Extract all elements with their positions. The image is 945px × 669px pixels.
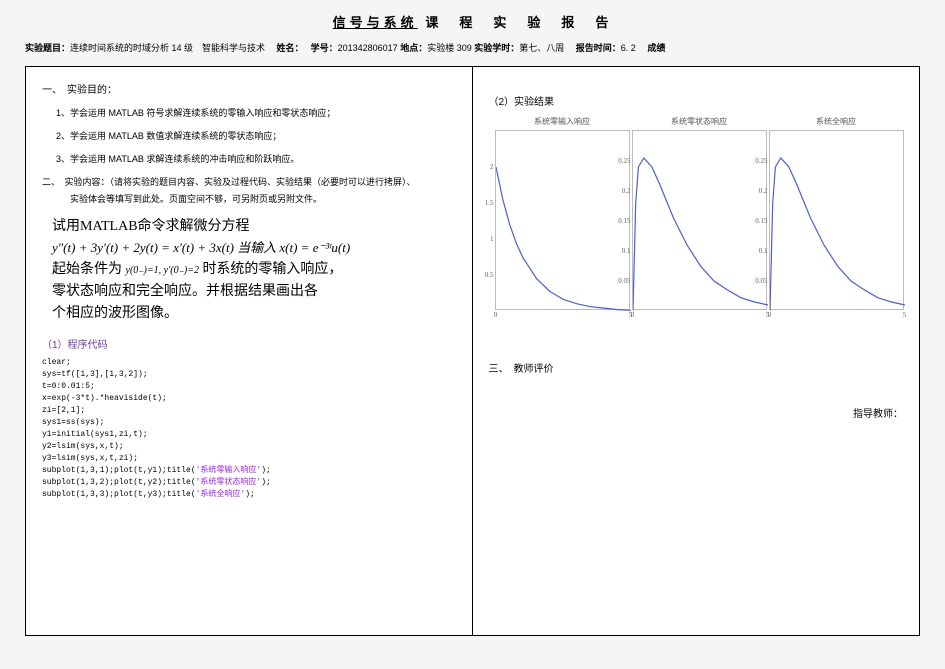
code-line: sys=tf([1,3],[1,3,2]); xyxy=(42,369,456,381)
y-tick: 0.5 xyxy=(476,271,494,279)
code-line: t=0:0.01:5; xyxy=(42,381,456,393)
code-line: subplot(1,3,1);plot(t,y1);title('系统零输入响应… xyxy=(42,465,456,477)
objective-2: 2、学会运用 MATLAB 数值求解连续系统的零状态响应； xyxy=(56,129,456,142)
code-line: y1=initial(sys1,zi,t); xyxy=(42,429,456,441)
code-line: subplot(1,3,3);plot(t,y3);title('系统全响应')… xyxy=(42,489,456,501)
code-line: y3=lsim(sys,x,t,zi); xyxy=(42,453,456,465)
code-heading: （1）程序代码 xyxy=(42,336,456,351)
right-column: （2）实验结果 系统零输入响应0.511.5205系统零状态响应0.050.10… xyxy=(473,67,920,635)
y-tick: 0.25 xyxy=(613,157,631,165)
page-title: 信号与系统 课 程 实 验 报 告 xyxy=(25,12,920,31)
teacher-label: 指导教师： xyxy=(489,405,904,420)
formula-block: 试用MATLAB命令求解微分方程 y″(t) + 3y′(t) + 2y(t) … xyxy=(52,215,456,322)
time-val: 第七、八周 xyxy=(519,43,573,53)
formula-line-3: 起始条件为 y(0₋)=1, y′(0₋)=2 时系统的零输入响应， xyxy=(52,258,456,278)
formula-line-2: y″(t) + 3y′(t) + 2y(t) = x′(t) + 3x(t) 当… xyxy=(52,237,456,256)
formula-line-4: 零状态响应和完全响应。并根据结果画出各 xyxy=(52,280,456,300)
grade-label: 成绩 xyxy=(647,43,665,53)
code-block: clear;sys=tf([1,3],[1,3,2]);t=0:0.01:5;x… xyxy=(42,357,456,501)
left-column: 一、 实验目的： 1、学会运用 MATLAB 符号求解连续系统的零输入响应和零状… xyxy=(26,67,473,635)
formula-line-1: 试用MATLAB命令求解微分方程 xyxy=(52,215,456,235)
y-tick: 1 xyxy=(476,235,494,243)
chart-panel: 系统全响应 0.050.10.150.20.2505 xyxy=(769,116,904,310)
sid-val: 201342806017 xyxy=(338,43,401,53)
y-tick: 0.2 xyxy=(613,187,631,195)
chart-panel: 系统零输入响应 0.511.5205 xyxy=(495,116,630,310)
topic-val: 连续时间系统的时域分析 14 级 智能科学与技术 xyxy=(70,43,274,53)
y-tick: 0.25 xyxy=(750,157,768,165)
chart-title: 系统零输入响应 xyxy=(495,116,630,127)
y-tick: 0.2 xyxy=(750,187,768,195)
x-tick: 0 xyxy=(631,311,635,319)
chart-svg xyxy=(633,131,768,311)
sid-label: 学号： xyxy=(311,43,338,53)
formula-3a: 起始条件为 xyxy=(52,262,126,277)
y-tick: 0.15 xyxy=(750,217,768,225)
section-2-line-b: 实验体会等填写到此处。页面空间不够，可另附页或另附文件。 xyxy=(70,192,456,205)
formula-line-5: 个相应的波形图像。 xyxy=(52,302,456,322)
chart-svg xyxy=(496,131,631,311)
chart-line xyxy=(633,158,768,311)
chart-svg xyxy=(770,131,905,311)
name-label: 姓名： xyxy=(277,43,300,53)
section-1-heading: 一、 实验目的： xyxy=(42,81,456,96)
y-tick: 2 xyxy=(476,163,494,171)
title-underline: 信号与系统 xyxy=(333,15,418,30)
loc-val: 实验楼 309 xyxy=(427,43,474,53)
results-heading: （2）实验结果 xyxy=(489,93,904,108)
y-tick: 0.15 xyxy=(613,217,631,225)
y-tick: 0.1 xyxy=(750,247,768,255)
x-tick: 5 xyxy=(903,311,907,319)
objective-1: 1、学会运用 MATLAB 符号求解连续系统的零输入响应和零状态响应； xyxy=(56,106,456,119)
y-tick: 0.05 xyxy=(750,277,768,285)
code-line: zi=[2,1]; xyxy=(42,405,456,417)
title-rest: 课 程 实 验 报 告 xyxy=(425,15,612,30)
rpt-label: 报告时间： xyxy=(576,43,621,53)
content-columns: 一、 实验目的： 1、学会运用 MATLAB 符号求解连续系统的零输入响应和零状… xyxy=(25,66,920,636)
section-2-line-a: 二、 实验内容：（请将实验的题目内容、实验及过程代码、实验结果（必要时可以进行拷… xyxy=(42,175,456,188)
chart-title: 系统零状态响应 xyxy=(632,116,767,127)
chart-line xyxy=(496,167,631,310)
name-gap xyxy=(299,43,308,53)
header-info: 实验题目：连续时间系统的时域分析 14 级 智能科学与技术 姓名： 学号：201… xyxy=(25,41,920,54)
rpt-val: 6. 2 xyxy=(621,43,645,53)
x-tick: 0 xyxy=(494,311,498,319)
y-tick: 0.1 xyxy=(613,247,631,255)
objective-3: 3、学会运用 MATLAB 求解连续系统的冲击响应和阶跃响应。 xyxy=(56,152,456,165)
chart-box: 0.050.10.150.20.2505 xyxy=(769,130,904,310)
chart-box: 0.511.5205 xyxy=(495,130,630,310)
chart-title: 系统全响应 xyxy=(769,116,904,127)
code-line: sys1=ss(sys); xyxy=(42,417,456,429)
chart-line xyxy=(770,158,905,311)
x-tick: 0 xyxy=(768,311,772,319)
formula-initial-conditions: y(0₋)=1, y′(0₋)=2 xyxy=(126,265,199,276)
code-line: y2=lsim(sys,x,t); xyxy=(42,441,456,453)
y-tick: 1.5 xyxy=(476,199,494,207)
chart-panel: 系统零状态响应0.050.10.150.20.2505 xyxy=(632,116,767,310)
code-line: subplot(1,3,2);plot(t,y2);title('系统零状态响应… xyxy=(42,477,456,489)
code-line: clear; xyxy=(42,357,456,369)
formula-3b: 时系统的零输入响应， xyxy=(199,262,343,277)
time-label: 实验学时： xyxy=(474,43,519,53)
y-tick: 0.05 xyxy=(613,277,631,285)
loc-label: 地点： xyxy=(400,43,427,53)
chart-box: 0.050.10.150.20.2505 xyxy=(632,130,767,310)
code-line: x=exp(-3*t).*heaviside(t); xyxy=(42,393,456,405)
topic-label: 实验题目： xyxy=(25,43,70,53)
section-3-heading: 三、 教师评价 xyxy=(489,360,904,375)
charts-wrap: 系统零输入响应0.511.5205系统零状态响应0.050.10.150.20.… xyxy=(495,116,904,310)
